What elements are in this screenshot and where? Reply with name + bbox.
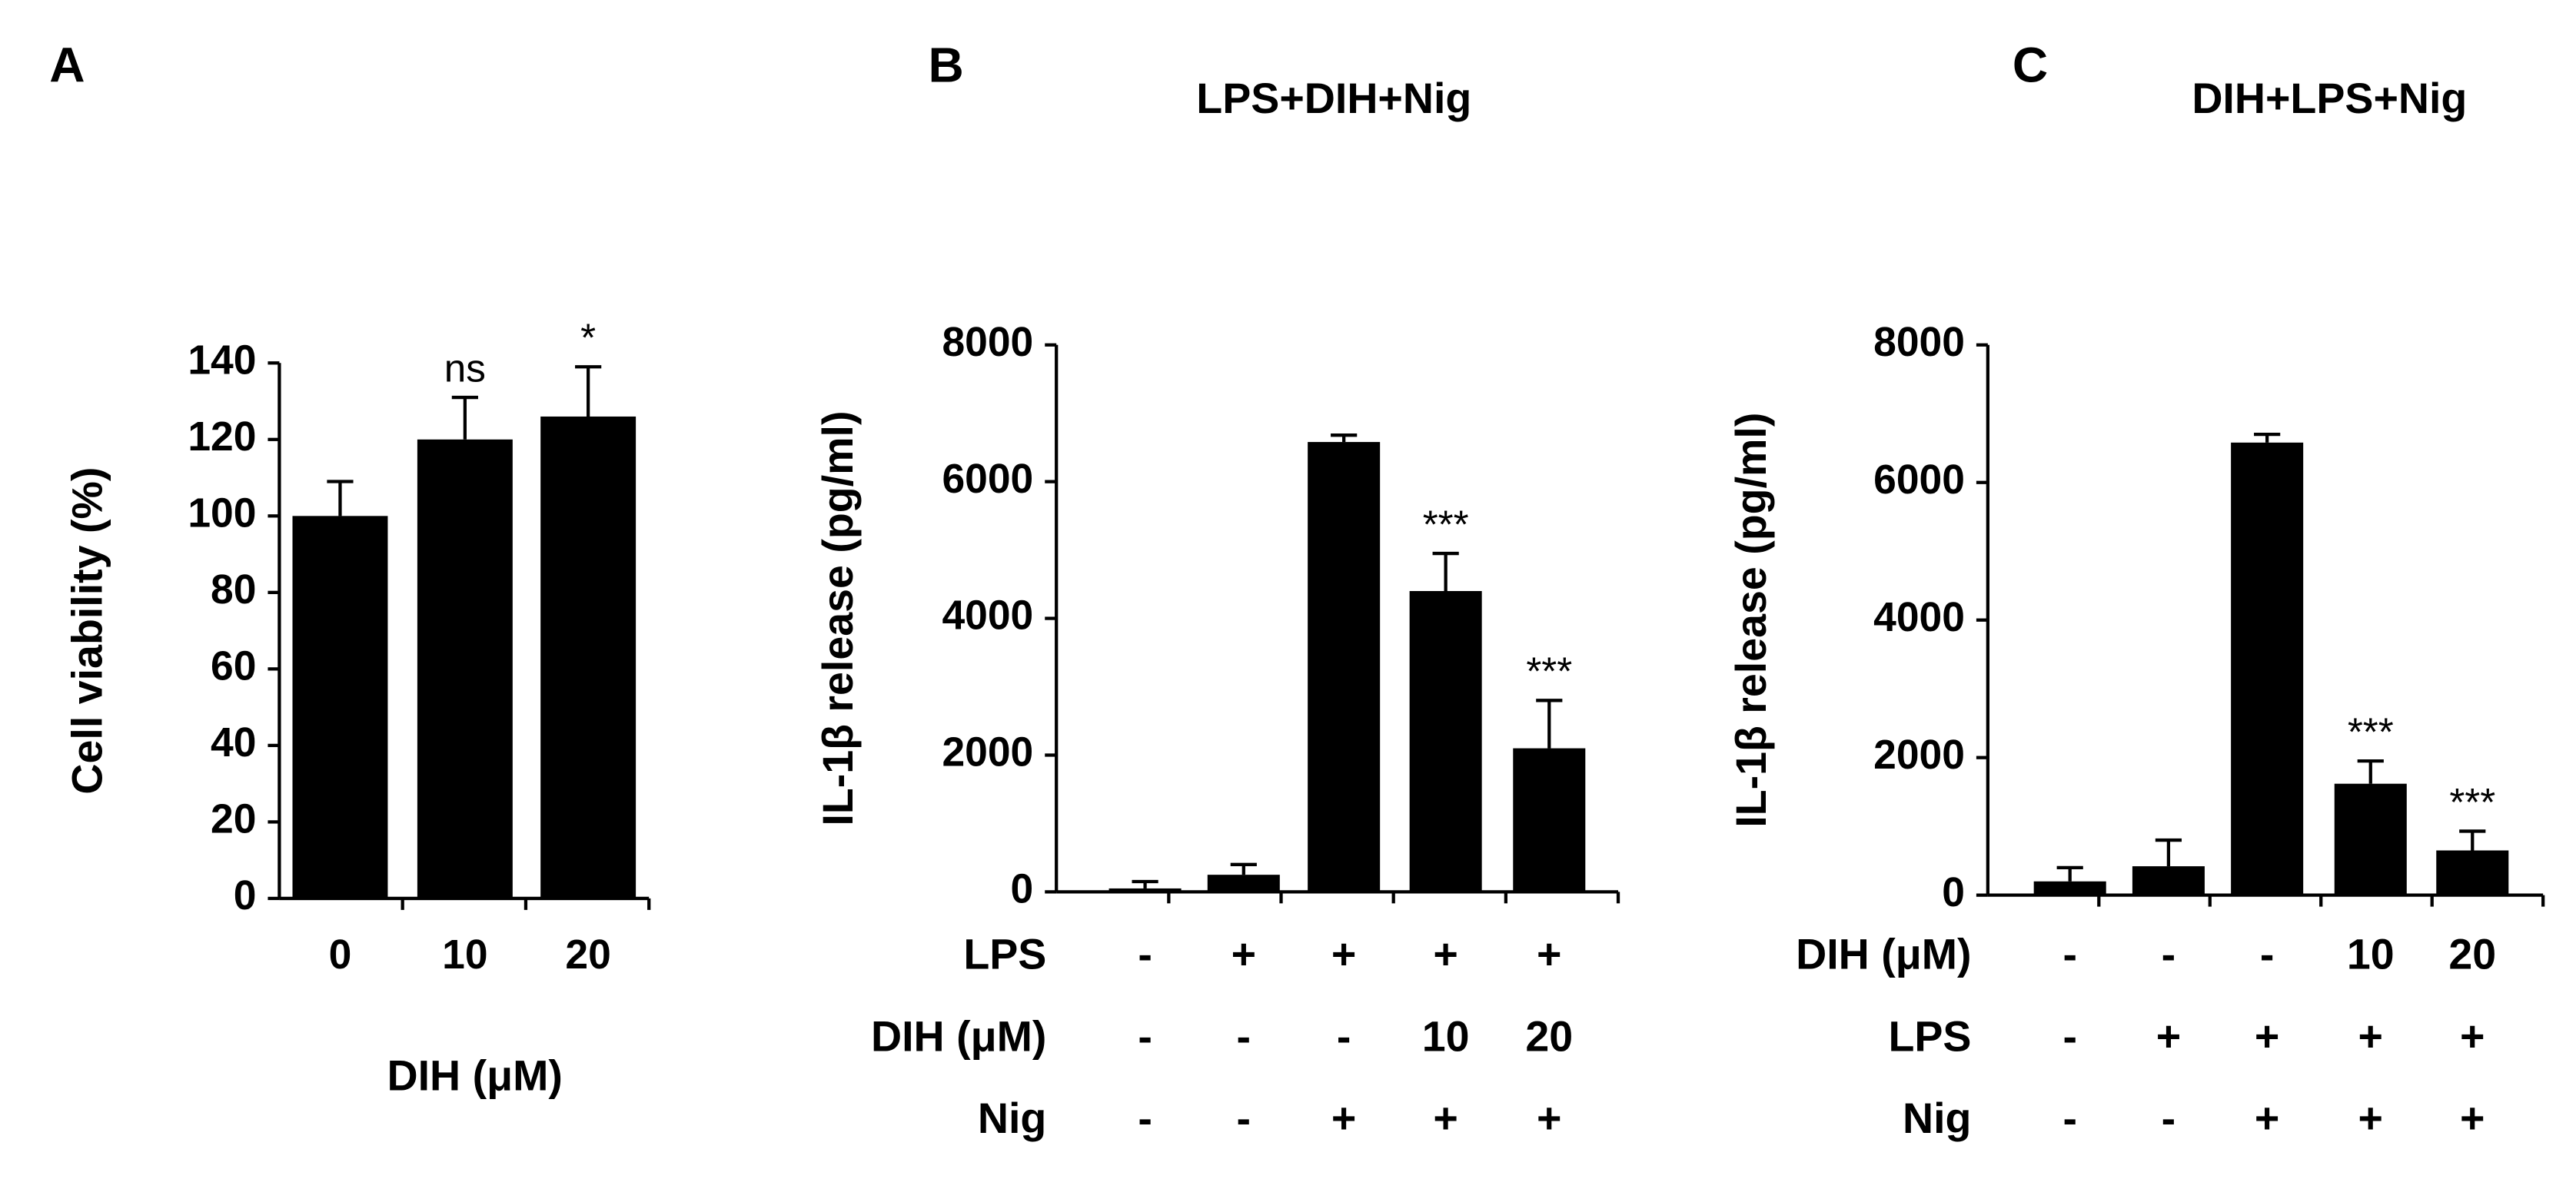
- significance: ***: [1423, 502, 1469, 546]
- treatment-value: 20: [2448, 931, 2496, 978]
- chart-title: DIH+LPS+Nig: [2192, 75, 2467, 122]
- treatment-value: +: [1433, 1094, 1458, 1142]
- bar: [1409, 590, 1482, 892]
- treatment-label: Nig: [1903, 1094, 1971, 1142]
- treatment-value: 10: [1422, 1012, 1470, 1060]
- bar: [2231, 442, 2304, 895]
- treatment-value: -: [1237, 1094, 1251, 1142]
- treatment-value: +: [1537, 1094, 1561, 1142]
- treatment-value: -: [1138, 931, 1152, 978]
- treatment-value: +: [1433, 931, 1458, 978]
- x-axis-label: DIH (μM): [387, 1052, 563, 1100]
- y-tick-label: 8000: [1873, 320, 1965, 365]
- bar: [1513, 748, 1586, 892]
- significance: ***: [2348, 710, 2394, 754]
- x-tick-label: 20: [565, 932, 610, 978]
- treatment-label: LPS: [1888, 1012, 1971, 1060]
- significance: ***: [2449, 780, 2495, 824]
- y-tick-label: 100: [188, 490, 256, 536]
- bar: [2033, 881, 2106, 895]
- treatment-value: +: [1231, 931, 1256, 978]
- treatment-value: +: [1331, 1094, 1356, 1142]
- significance: *: [580, 316, 596, 360]
- treatment-label: LPS: [963, 931, 1046, 978]
- treatment-value: +: [2460, 1094, 2485, 1142]
- x-tick-label: 0: [329, 932, 352, 978]
- panel-label: A: [49, 38, 85, 93]
- treatment-value: -: [2162, 931, 2176, 978]
- x-tick-label: 10: [442, 932, 487, 978]
- panel-label: B: [929, 38, 964, 93]
- treatment-value: -: [1138, 1094, 1152, 1142]
- y-tick-label: 8000: [942, 320, 1033, 365]
- treatment-value: +: [1331, 931, 1356, 978]
- y-tick-label: 20: [211, 797, 256, 842]
- y-tick-label: 2000: [1873, 732, 1965, 778]
- panel-label: C: [2013, 38, 2048, 93]
- treatment-value: -: [2062, 1094, 2077, 1142]
- y-tick-label: 140: [188, 337, 256, 383]
- treatment-value: +: [2358, 1012, 2383, 1060]
- treatment-value: -: [2260, 931, 2275, 978]
- y-tick-label: 4000: [942, 593, 1033, 639]
- y-axis-label: IL-1β release (pg/ml): [1727, 413, 1775, 828]
- bar: [1109, 888, 1182, 892]
- treatment-value: +: [2460, 1012, 2485, 1060]
- chart-title: LPS+DIH+Nig: [1196, 75, 1471, 122]
- treatment-value: -: [1138, 1012, 1152, 1060]
- treatment-value: -: [1237, 1012, 1251, 1060]
- treatment-value: 20: [1525, 1012, 1573, 1060]
- y-tick-label: 6000: [1873, 457, 1965, 503]
- treatment-value: +: [2156, 1012, 2181, 1060]
- y-tick-label: 120: [188, 414, 256, 460]
- treatment-label: Nig: [978, 1094, 1046, 1142]
- bar: [1207, 875, 1280, 892]
- treatment-value: -: [1337, 1012, 1351, 1060]
- treatment-value: -: [2062, 931, 2077, 978]
- treatment-value: 10: [2347, 931, 2395, 978]
- significance: ns: [444, 346, 486, 390]
- treatment-value: +: [2255, 1094, 2279, 1142]
- treatment-value: -: [2162, 1094, 2176, 1142]
- bar: [540, 416, 637, 898]
- treatment-label: DIH (μM): [871, 1012, 1046, 1060]
- treatment-value: +: [1537, 931, 1561, 978]
- y-tick-label: 0: [234, 873, 257, 918]
- significance: ***: [1526, 649, 1572, 693]
- bar: [2132, 866, 2205, 895]
- treatment-value: -: [2062, 1012, 2077, 1060]
- bar: [1308, 442, 1381, 892]
- y-tick-label: 2000: [942, 730, 1033, 776]
- bar: [2436, 850, 2509, 895]
- y-tick-label: 0: [1942, 870, 1965, 915]
- y-tick-label: 40: [211, 720, 256, 766]
- y-tick-label: 0: [1011, 866, 1034, 912]
- treatment-value: +: [2255, 1012, 2279, 1060]
- treatment-label: DIH (μM): [1796, 931, 1971, 978]
- bar: [417, 439, 513, 898]
- y-tick-label: 80: [211, 567, 256, 613]
- y-tick-label: 6000: [942, 457, 1033, 502]
- bar: [2334, 783, 2407, 895]
- treatment-value: +: [2358, 1094, 2383, 1142]
- y-axis-label: IL-1β release (pg/ml): [814, 410, 862, 825]
- y-tick-label: 60: [211, 643, 256, 689]
- bar: [292, 516, 388, 898]
- y-axis-label: Cell viability (%): [63, 467, 111, 795]
- y-tick-label: 4000: [1873, 595, 1965, 640]
